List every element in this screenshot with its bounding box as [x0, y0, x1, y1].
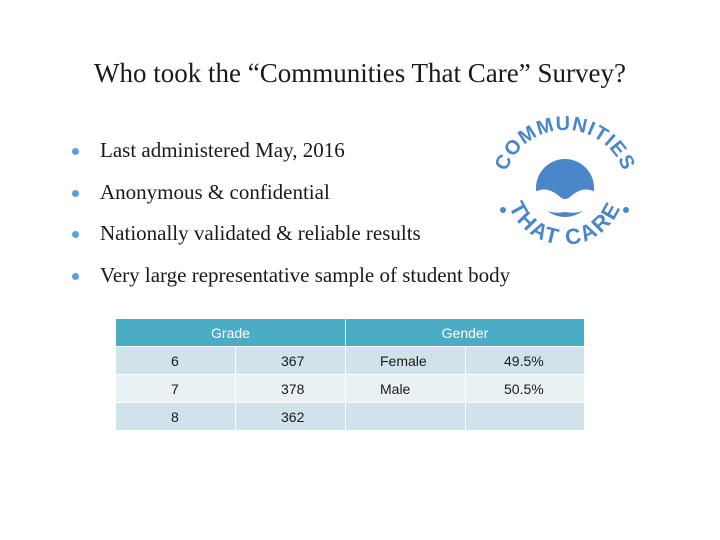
table-cell	[465, 402, 585, 431]
table-row: 8 362	[115, 402, 585, 431]
table-row: 7 378 Male 50.5%	[115, 374, 585, 403]
bullet-text: Last administered May, 2016	[100, 138, 345, 162]
bullet-icon	[72, 189, 79, 197]
survey-table: Grade Gender 6 367 Female 49.5% 7 378 Ma…	[115, 318, 585, 431]
grade-header: Grade	[115, 318, 346, 347]
table-cell: 50.5%	[465, 374, 585, 403]
table-cell: 6	[115, 346, 236, 375]
bullet-icon	[72, 272, 79, 280]
table-row: 6 367 Female 49.5%	[115, 346, 585, 375]
slide-title: Who took the “Communities That Care” Sur…	[94, 58, 626, 88]
communities-that-care-logo: COMMUNITIES THAT CARE	[491, 113, 639, 250]
bullet-list: Last administered May, 2016 Anonymous & …	[72, 136, 612, 302]
bullet-item: Anonymous & confidential	[72, 178, 612, 206]
bullet-icon	[72, 231, 79, 238]
table-cell	[345, 402, 466, 431]
bullet-item: Last administered May, 2016	[72, 136, 612, 164]
bullet-item: Very large representative sample of stud…	[72, 261, 612, 289]
table-cell: 7	[115, 374, 236, 403]
bullet-text: Nationally validated & reliable results	[100, 221, 421, 245]
table-cell: 362	[235, 402, 346, 431]
bullet-text: Anonymous & confidential	[100, 179, 330, 204]
bullet-icon	[72, 148, 79, 155]
bullet-text: Very large representative sample of stud…	[100, 262, 511, 287]
table-header-row: Grade Gender	[115, 318, 585, 347]
table-cell: 49.5%	[465, 346, 585, 375]
gender-header: Gender	[345, 318, 585, 347]
table-cell: Female	[345, 346, 466, 375]
bullet-item: Nationally validated & reliable results	[72, 219, 612, 247]
table-cell: Male	[345, 374, 466, 403]
table-cell: 367	[235, 346, 346, 375]
table-cell: 378	[235, 374, 346, 403]
table-cell: 8	[115, 402, 236, 431]
